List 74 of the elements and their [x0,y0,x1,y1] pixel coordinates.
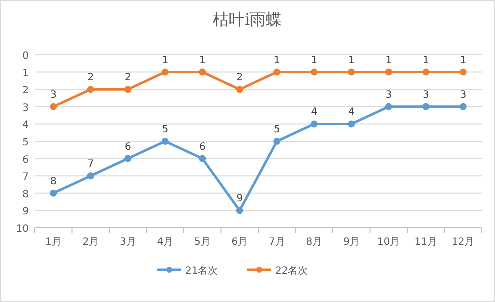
y-tick-label: 7 [22,172,29,184]
y-tick-label: 1 [22,68,29,80]
data-label: 5 [162,124,169,136]
y-tick-label: 2 [22,86,29,97]
data-label: 1 [422,55,430,66]
point [274,68,281,76]
data-label: 2 [236,72,244,84]
x-tick-label: 3月 [120,237,136,248]
y-tick-label: 0 [22,51,29,62]
data-label: 1 [348,55,355,66]
x-tick-label: 8月 [306,237,323,248]
point [124,86,132,94]
x-tick-label: 1月 [45,237,62,248]
point [385,68,392,76]
x-tick-label: 9月 [343,237,360,248]
point [87,172,94,180]
point [236,207,244,214]
point [348,120,356,128]
legend-label: 22名次 [276,265,308,277]
data-label: 9 [236,194,244,205]
x-tick-label: 10月 [378,237,400,248]
point [274,138,281,145]
point [422,68,430,76]
legend-label: 21名次 [186,265,218,277]
data-label: 3 [386,90,392,101]
y-tick-label: 6 [22,154,29,166]
point [162,138,169,145]
point [199,155,206,162]
y-tick-label: 8 [22,189,29,200]
data-label: 8 [50,176,57,188]
x-tick-label: 2月 [82,237,100,248]
data-label: 7 [88,159,94,170]
x-tick-label: 12月 [452,237,475,248]
y-tick-label: 3 [22,102,29,114]
data-label: 4 [348,107,355,118]
x-tick-label: 7月 [268,237,286,248]
point [460,103,467,110]
data-label: 2 [124,72,132,84]
point [310,120,318,128]
x-tick-label: 6月 [232,237,248,248]
y-tick-label: 10 [16,224,29,235]
data-label: 1 [162,55,169,66]
data-label: 3 [460,90,467,101]
y-tick-label: 9 [22,206,29,218]
point [385,103,392,110]
data-label: 5 [274,124,280,136]
point [236,86,244,94]
x-tick-label: 11月 [414,237,438,248]
point [50,190,58,197]
y-tick-label: 5 [22,138,29,148]
data-label: 1 [386,55,392,66]
x-tick-label: 4月 [157,237,174,248]
point [50,103,58,110]
data-label: 1 [199,55,206,66]
point [162,68,169,76]
data-label: 1 [460,55,467,66]
data-label: 4 [311,107,318,118]
data-label: 6 [124,142,132,153]
point [348,68,356,76]
data-label: 3 [50,90,57,101]
point [87,86,94,94]
data-label: 3 [422,90,430,101]
x-tick-label: 5月 [194,237,211,248]
y-tick-label: 4 [22,120,29,132]
point [199,68,206,76]
point [460,68,467,76]
data-label: 6 [199,142,206,153]
data-label: 1 [274,55,280,66]
data-label: 2 [88,72,94,84]
point [124,155,132,162]
point [310,68,318,76]
chart-title: 枯叶i雨蝶 [212,10,282,29]
data-label: 1 [311,55,318,66]
point [422,103,430,110]
